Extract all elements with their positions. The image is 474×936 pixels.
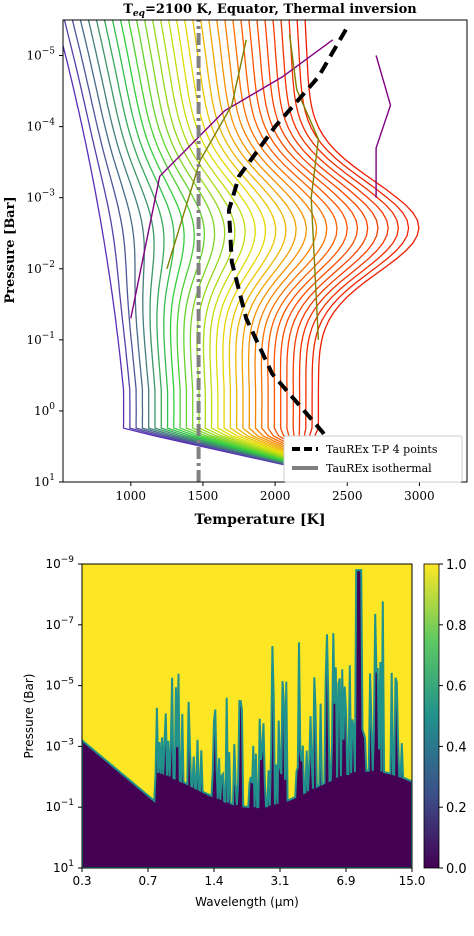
retrieval-lines: [196, 20, 357, 482]
tp-profile-line: [176, 20, 362, 482]
taurex-4point-line: [226, 26, 357, 482]
heatmap-x-label: Wavelength (μm): [195, 895, 299, 909]
y-tick-label: 10−1: [26, 331, 55, 347]
tp-profile-line: [208, 20, 362, 482]
y-tick-label: 100: [34, 402, 55, 418]
title-main: T: [123, 2, 133, 17]
tp-profile-upper: [130, 39, 334, 319]
tp-profile-chart: Teq=2100 K, Equator, Thermal inversion 1…: [3, 2, 468, 528]
title-sub: eq: [133, 9, 145, 19]
heatmap-y-tick-label: 10−1: [45, 798, 74, 814]
tp-profile-line: [151, 20, 362, 482]
x-tick-label: 2500: [332, 489, 363, 503]
heatmap-x-tick-label: 1.4: [204, 874, 223, 888]
heatmap-x-ticks: 0.3 0.7 1.4 3.1 6.9 15.0: [72, 868, 425, 888]
chart-title: Teq=2100 K, Equator, Thermal inversion: [123, 2, 417, 19]
heatmap-x-tick-label: 0.7: [138, 874, 157, 888]
x-axis-ticks: 1000 1500 2000 2500 3000: [116, 482, 435, 503]
tp-profile-line: [256, 20, 363, 482]
tp-profile-line: [288, 20, 400, 482]
x-tick-label: 1500: [188, 489, 219, 503]
colorbar-tick-label: 0.8: [446, 619, 467, 634]
heatmap-opaque-region: [82, 569, 412, 868]
tp-profile-line: [272, 20, 379, 482]
tp-profile-line: [103, 20, 362, 482]
tp-profile-line: [192, 20, 362, 482]
heatmap-x-tick-label: 15.0: [399, 874, 426, 888]
x-tick-label: 1000: [116, 489, 147, 503]
x-tick-label: 2000: [260, 489, 291, 503]
colorbar-tick-label: 1.0: [446, 558, 467, 573]
tp-profile-line: [127, 20, 362, 482]
colorbar-tick-label: 0.0: [446, 862, 467, 877]
contribution-heatmap: 0.3 0.7 1.4 3.1 6.9 15.0 10−9 10−7 10−5 10−3 10−1…: [22, 555, 467, 909]
y-axis-label: Pressure [Bar]: [3, 196, 18, 303]
tp-profile-line: [63, 20, 362, 482]
colorbar: [423, 563, 440, 869]
heatmap-y-tick-label: 10−5: [45, 677, 74, 693]
tp-profile-line: [63, 42, 362, 482]
tp-profile-line: [248, 20, 363, 482]
heatmap-y-tick-label: 10−9: [45, 555, 74, 571]
heatmap-frame: [81, 563, 413, 869]
tp-profile-upper: [166, 39, 247, 270]
tp-profile-line: [232, 20, 362, 482]
legend-label-iso: TauREx isothermal: [326, 462, 432, 475]
heatmap-y-ticks: 10−9 10−7 10−5 10−3 10−1 101: [45, 555, 82, 875]
colorbar-ticks: 0.0 0.2 0.4 0.6 0.8 1.0: [439, 558, 467, 877]
tp-profile-line: [71, 20, 362, 482]
y-tick-label: 10−4: [26, 118, 55, 134]
tp-profile-line: [240, 20, 363, 482]
tp-profile-line: [184, 20, 362, 482]
legend-label-tp: TauREx T-P 4 points: [326, 443, 438, 456]
tp-profile-curves: [63, 20, 420, 482]
tp-profile-line: [95, 20, 362, 482]
heatmap-field: [82, 564, 412, 868]
legend-box: [283, 435, 463, 483]
heatmap-x-tick-label: 6.9: [336, 874, 355, 888]
y-tick-label: 10−5: [26, 47, 55, 63]
tp-profile-line: [280, 20, 389, 482]
x-tick-label: 3000: [404, 489, 435, 503]
y-tick-label: 101: [34, 473, 55, 489]
colorbar-tick-label: 0.4: [446, 740, 467, 755]
title-rest: =2100 K, Equator, Thermal inversion: [145, 2, 417, 17]
tp-profile-upper: [375, 55, 392, 198]
tp-profile-line: [119, 20, 362, 482]
heatmap-y-label: Pressure (Bar): [22, 674, 36, 759]
heatmap-y-tick-label: 10−3: [45, 737, 74, 753]
tp-profile-line: [111, 20, 362, 482]
tp-profile-line: [135, 20, 362, 482]
plot-frame: [62, 19, 468, 483]
heatmap-x-tick-label: 0.3: [72, 874, 91, 888]
heatmap-y-tick-label: 101: [53, 859, 74, 875]
tp-profile-line: [79, 20, 362, 482]
heatmap-y-tick-label: 10−7: [45, 616, 74, 632]
legend: TauREx T-P 4 points TauREx isothermal: [283, 435, 463, 483]
tp-profile-upper: [288, 34, 320, 340]
tp-profile-line: [304, 20, 420, 482]
tp-profile-line: [200, 20, 362, 482]
x-axis-label: Temperature [K]: [195, 512, 326, 528]
y-tick-label: 10−2: [26, 260, 55, 276]
tp-profile-line: [168, 20, 362, 482]
y-axis-ticks: 10−5 10−4 10−3 10−2 10−1 100 101: [26, 47, 63, 489]
heatmap-x-tick-label: 3.1: [270, 874, 289, 888]
y-tick-label: 10−3: [26, 189, 55, 205]
colorbar-tick-label: 0.6: [446, 680, 467, 695]
tp-profile-line: [264, 20, 369, 482]
tp-profile-line: [216, 20, 362, 482]
tp-profile-line: [143, 20, 362, 482]
colorbar-tick-label: 0.2: [446, 801, 467, 816]
